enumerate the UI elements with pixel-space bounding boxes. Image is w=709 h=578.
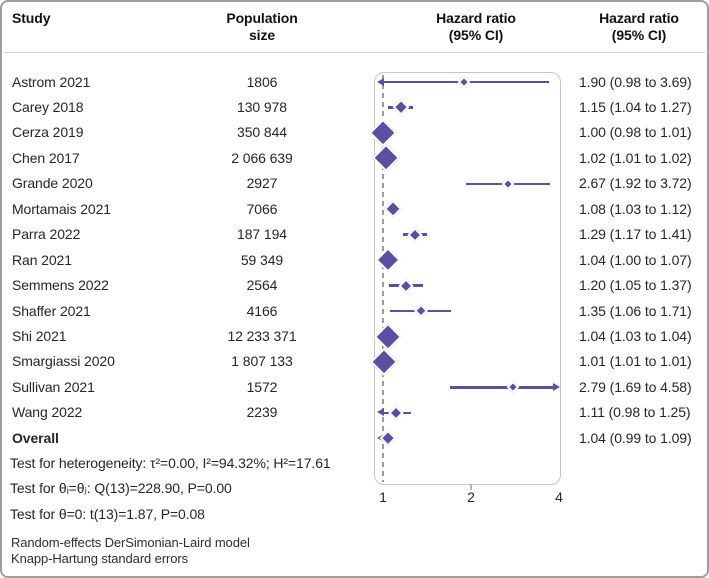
column-header-hazard-ratio-values: Hazard ratio (95% CI) <box>599 10 679 43</box>
population-value: 7066 <box>246 200 278 217</box>
study-label: Semmens 2022 <box>12 277 109 294</box>
hr-value-label: 1.02 (1.01 to 1.02) <box>579 149 692 166</box>
population-value: 12 233 371 <box>227 328 297 344</box>
hr-value-label: 1.04 (1.03 to 1.04) <box>579 328 692 344</box>
study-label: Chen 2017 <box>12 149 80 166</box>
study-label: Shi 2021 <box>12 328 67 344</box>
clip-arrow-left <box>377 408 384 417</box>
population-value: 1572 <box>246 378 278 395</box>
ci-line <box>449 386 553 389</box>
clip-arrow-left <box>377 77 384 86</box>
hr-value-label: 1.00 (0.98 to 1.01) <box>579 124 692 141</box>
test-heterogeneity: Test for heterogeneity: τ²=0.00, I²=94.3… <box>10 455 331 471</box>
hr-value-label: 2.79 (1.69 to 4.58) <box>579 378 692 395</box>
population-value: 2239 <box>246 404 278 421</box>
footnote-model: Random-effects DerSimonian-Laird model <box>11 535 250 550</box>
population-value: 1 807 133 <box>231 353 293 370</box>
test-theta-equality: Test for θᵢ=θⱼ: Q(13)=228.90, P=0.00 <box>10 480 232 496</box>
study-label: Wang 2022 <box>12 404 83 421</box>
population-value: 350 844 <box>237 124 287 141</box>
population-value: 2927 <box>246 175 278 192</box>
x-axis-tick-label: 4 <box>555 489 563 505</box>
hr-value-label: 1.08 (1.03 to 1.12) <box>579 200 692 217</box>
reference-line <box>382 75 384 482</box>
x-axis-tick-mark <box>470 484 472 490</box>
study-label: Parra 2022 <box>12 226 81 243</box>
hr-value-label: 1.15 (1.04 to 1.27) <box>579 98 692 115</box>
study-label: Sullivan 2021 <box>12 378 95 395</box>
hr-value-label: 1.01 (1.01 to 1.01) <box>579 353 692 370</box>
study-label: Carey 2018 <box>12 98 84 115</box>
study-label: Mortamais 2021 <box>12 200 111 217</box>
column-header-study: Study <box>12 10 51 26</box>
population-value: 2564 <box>246 277 278 294</box>
study-label: Shaffer 2021 <box>12 302 91 319</box>
population-value: 4166 <box>246 302 278 319</box>
study-label: Smargiassi 2020 <box>12 353 115 370</box>
hr-value-label: 1.04 (0.99 to 1.09) <box>579 429 692 446</box>
population-value: 187 194 <box>237 226 287 243</box>
hr-value-label: 1.29 (1.17 to 1.41) <box>579 226 692 243</box>
study-label: Grande 2020 <box>12 175 93 192</box>
population-value: 59 349 <box>240 251 284 268</box>
study-label: Astrom 2021 <box>12 73 91 90</box>
header-divider <box>4 52 705 53</box>
forest-panel <box>374 72 561 485</box>
column-header-hazard-ratio-plot: Hazard ratio (95% CI) <box>436 10 516 43</box>
hr-value-label: 2.67 (1.92 to 3.72) <box>579 175 692 192</box>
overall-label: Overall <box>12 429 59 446</box>
population-value: 1806 <box>246 73 278 90</box>
x-axis-tick-label: 2 <box>467 489 475 505</box>
hr-value-label: 1.11 (0.98 to 1.25) <box>579 404 691 421</box>
clip-arrow-right <box>553 382 560 391</box>
study-label: Cerza 2019 <box>12 124 84 141</box>
population-value: 130 978 <box>237 98 287 115</box>
hr-value-label: 1.90 (0.98 to 3.69) <box>579 73 692 90</box>
test-theta-zero: Test for θ=0: t(13)=1.87, P=0.08 <box>10 506 205 522</box>
study-label: Ran 2021 <box>12 251 72 268</box>
footnote-standard-errors: Knapp-Hartung standard errors <box>11 551 189 566</box>
hr-value-label: 1.20 (1.05 to 1.37) <box>579 277 692 294</box>
hr-value-label: 1.35 (1.06 to 1.71) <box>579 302 692 319</box>
hr-value-label: 1.04 (1.00 to 1.07) <box>579 251 692 268</box>
population-value: 2 066 639 <box>231 149 293 166</box>
column-header-population: Population size <box>226 10 298 43</box>
x-axis-tick-label: 1 <box>379 489 387 505</box>
